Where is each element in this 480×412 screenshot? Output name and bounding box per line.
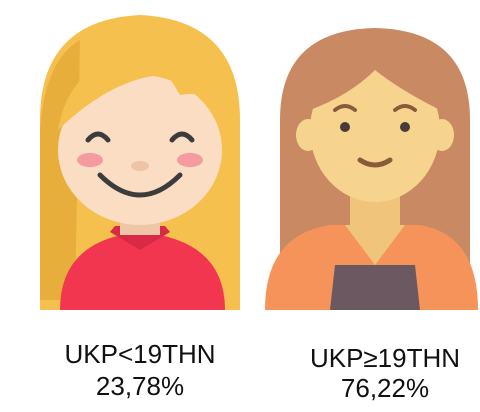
item-value: 76,22% <box>341 373 429 403</box>
item-label: UKP<19THN <box>65 339 216 369</box>
woman-icon <box>265 28 478 310</box>
girl-icon <box>40 15 240 310</box>
item-value: 23,78% <box>96 371 184 401</box>
item-label: UKP≥19THN <box>310 343 460 373</box>
